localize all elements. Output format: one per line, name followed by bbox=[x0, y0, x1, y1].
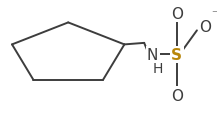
Text: N: N bbox=[147, 47, 158, 62]
Text: ⁻: ⁻ bbox=[211, 9, 217, 19]
Text: O: O bbox=[171, 7, 183, 22]
Text: H: H bbox=[153, 61, 163, 75]
Text: O: O bbox=[199, 20, 211, 35]
Text: O: O bbox=[171, 88, 183, 103]
Text: S: S bbox=[171, 47, 182, 62]
